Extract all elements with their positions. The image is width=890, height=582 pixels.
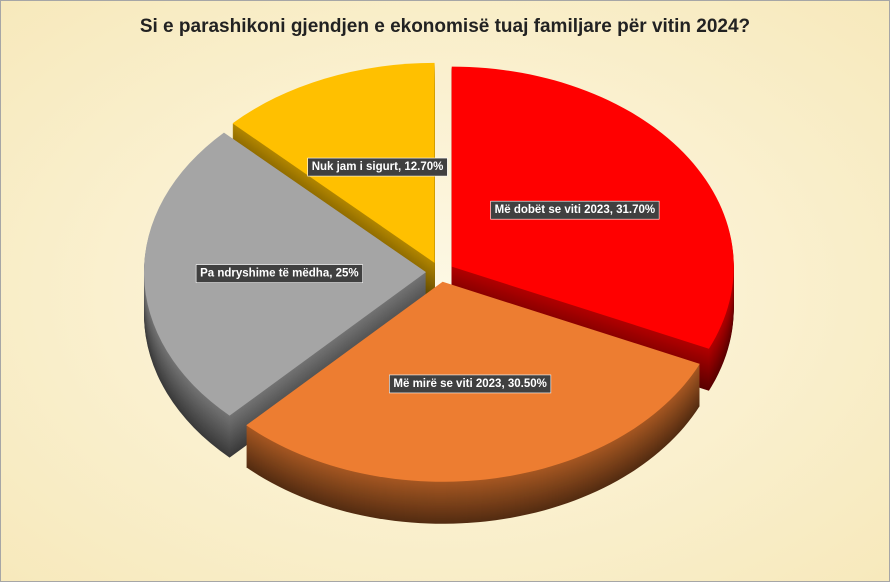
- chart-title: Si e parashikoni gjendjen e ekonomisë tu…: [140, 16, 750, 37]
- data-label-box: [389, 374, 552, 394]
- data-label-box: [307, 157, 448, 177]
- data-label: Nuk jam i sigurt, 12.70%: [307, 157, 448, 177]
- pie: Më dobët se viti 2023, 31.70% Më mirë se …: [144, 62, 734, 524]
- data-label-text: Nuk jam i sigurt, 12.70%: [312, 161, 444, 173]
- data-label: Më mirë se viti 2023, 30.50%: [389, 374, 552, 394]
- data-label-box: [195, 264, 363, 283]
- data-label: Pa ndryshime të mëdha, 25%: [195, 264, 363, 283]
- data-label-text: Më dobët se viti 2023, 31.70%: [495, 204, 655, 216]
- data-label-box: [490, 200, 660, 220]
- data-label: Më dobët se viti 2023, 31.70%: [490, 200, 660, 220]
- data-label-text: Më mirë se viti 2023, 30.50%: [393, 378, 546, 390]
- data-label-text: Pa ndryshime të mëdha, 25%: [200, 268, 359, 280]
